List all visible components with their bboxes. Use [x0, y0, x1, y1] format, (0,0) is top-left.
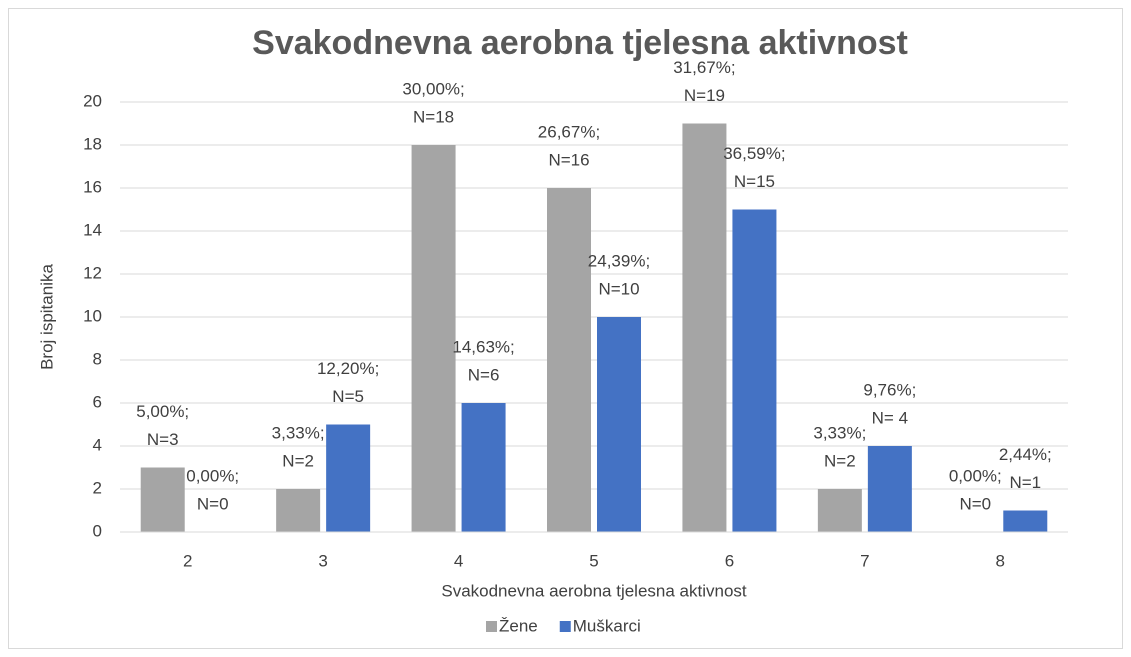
data-label: 14,63%; — [452, 337, 514, 356]
data-label: N=0 — [959, 494, 991, 513]
data-label: 30,00%; — [402, 79, 464, 98]
y-tick-label: 2 — [93, 478, 102, 497]
x-tick-label: 3 — [318, 551, 327, 570]
data-label: 26,67%; — [538, 122, 600, 141]
data-label: 31,67%; — [673, 58, 735, 77]
data-label: 24,39%; — [588, 251, 650, 270]
data-label: 36,59%; — [723, 144, 785, 163]
data-label: 5,00%; — [136, 402, 189, 421]
bar — [276, 489, 321, 532]
legend-label: Muškarci — [573, 616, 641, 635]
x-tick-label: 5 — [589, 551, 598, 570]
data-label: N=10 — [598, 279, 639, 298]
bar — [326, 424, 371, 532]
data-label: N=2 — [824, 451, 856, 470]
data-label: N=5 — [332, 387, 364, 406]
data-label: 3,33%; — [272, 423, 325, 442]
bar — [547, 188, 591, 532]
x-tick-label: 6 — [725, 551, 734, 570]
x-axis-label: Svakodnevna aerobna tjelesna aktivnost — [441, 581, 747, 600]
data-label: N=0 — [197, 494, 229, 513]
data-label: 2,44%; — [999, 445, 1052, 464]
data-label: N=18 — [413, 107, 454, 126]
data-label: N=19 — [684, 86, 725, 105]
bar — [682, 123, 727, 532]
y-tick-label: 16 — [83, 177, 102, 196]
y-axis-label: Broj ispitanika — [37, 264, 56, 370]
y-tick-label: 8 — [93, 349, 102, 368]
y-tick-label: 14 — [83, 220, 102, 239]
data-label: N= 4 — [872, 408, 908, 427]
data-label: 3,33%; — [813, 423, 866, 442]
data-label: 9,76%; — [863, 380, 916, 399]
y-tick-label: 6 — [93, 392, 102, 411]
data-label: N=15 — [734, 172, 775, 191]
bar — [461, 403, 506, 532]
bar — [1003, 510, 1048, 532]
chart-title: Svakodnevna aerobna tjelesna aktivnost — [252, 24, 908, 62]
legend-label: Žene — [499, 616, 538, 635]
bar — [411, 145, 456, 532]
x-tick-label: 4 — [454, 551, 463, 570]
bar — [732, 209, 777, 532]
bar — [867, 446, 912, 532]
x-tick-label: 8 — [996, 551, 1005, 570]
y-tick-label: 4 — [93, 435, 102, 454]
bar — [817, 489, 862, 532]
data-label: N=6 — [468, 365, 500, 384]
bar — [597, 317, 641, 532]
data-label: N=3 — [147, 430, 179, 449]
data-label: N=2 — [282, 451, 314, 470]
data-label: 0,00%; — [186, 466, 239, 485]
legend-swatch — [559, 621, 571, 632]
legend-swatch — [486, 621, 497, 632]
data-label: N=16 — [548, 150, 589, 169]
data-label: 0,00%; — [949, 466, 1002, 485]
y-tick-label: 20 — [83, 91, 102, 110]
x-tick-label: 7 — [860, 551, 869, 570]
y-tick-label: 10 — [83, 306, 102, 325]
y-tick-label: 18 — [83, 134, 102, 153]
data-label: 12,20%; — [317, 359, 379, 378]
bar — [140, 467, 185, 532]
y-tick-label: 12 — [83, 263, 102, 282]
data-label: N=1 — [1009, 473, 1041, 492]
x-tick-label: 2 — [183, 551, 192, 570]
y-tick-label: 0 — [93, 521, 102, 540]
